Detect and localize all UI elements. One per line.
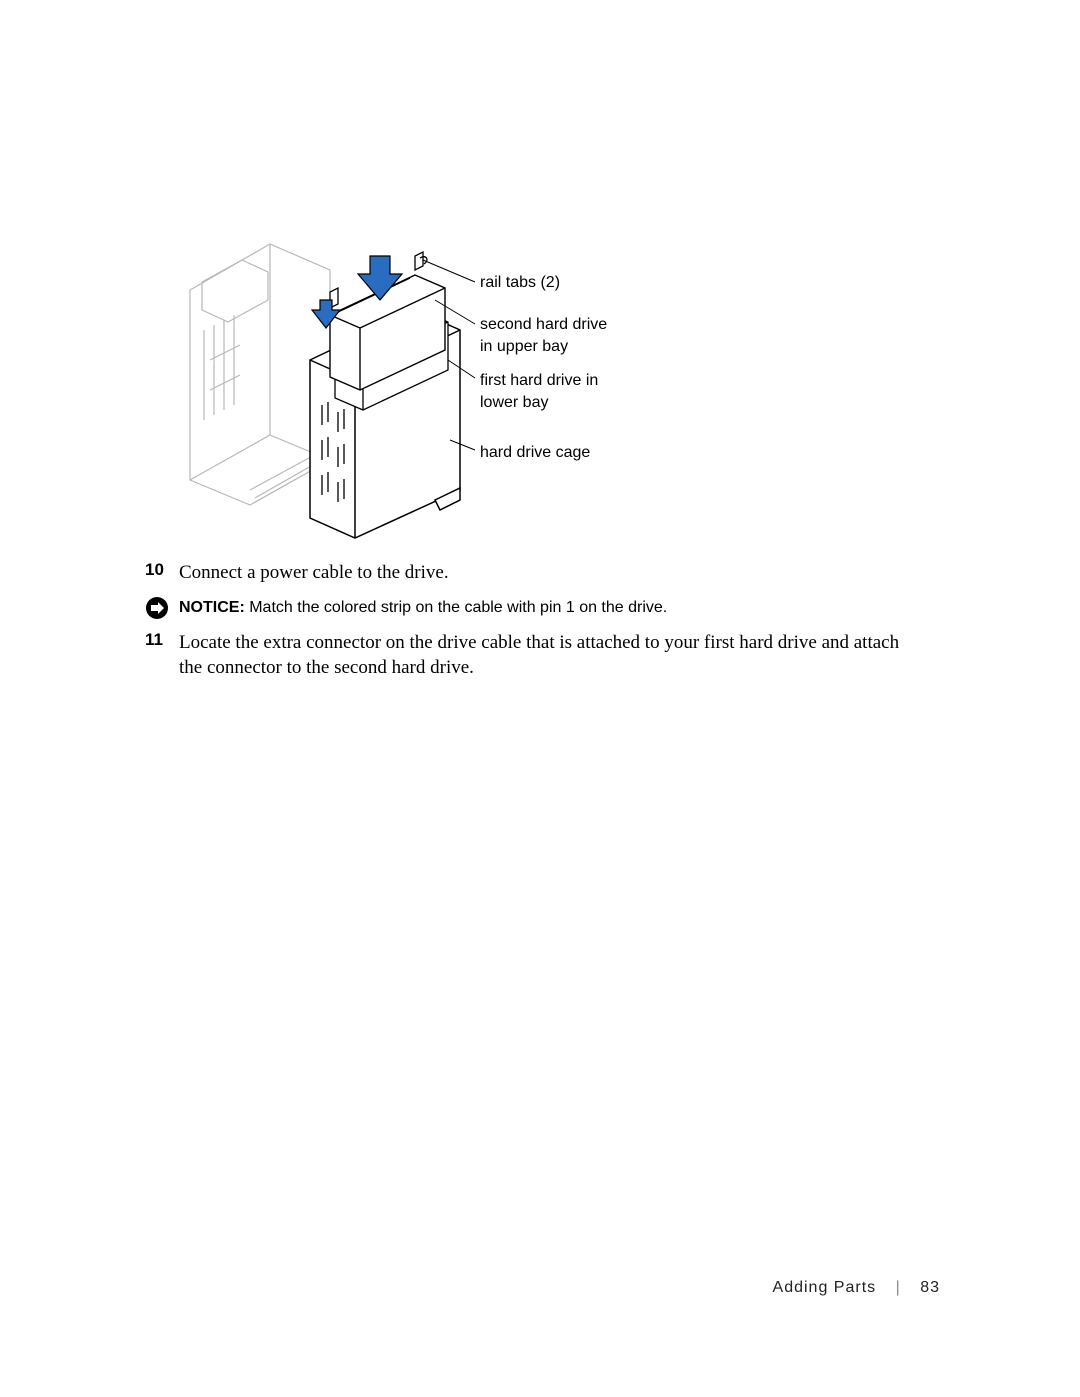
callout-line: in upper bay <box>480 338 568 355</box>
page-footer: Adding Parts | 83 <box>0 1279 1080 1297</box>
hard-drive-diagram <box>180 230 740 540</box>
notice-row: NOTICE: Match the colored strip on the c… <box>145 596 905 620</box>
callout-rail-tabs: rail tabs (2) <box>480 272 560 294</box>
callout-line: first hard drive in <box>480 372 598 389</box>
footer-separator: | <box>896 1279 901 1296</box>
callout-line: lower bay <box>480 394 548 411</box>
step-text: Locate the extra connector on the drive … <box>179 630 905 681</box>
page: rail tabs (2) second hard drive in upper… <box>0 0 1080 1397</box>
notice-body: Match the colored strip on the cable wit… <box>245 599 667 616</box>
step-list: 10 Connect a power cable to the drive. N… <box>145 560 905 691</box>
step-text: Connect a power cable to the drive. <box>179 560 449 586</box>
callout-first-drive: first hard drive in lower bay <box>480 370 598 413</box>
notice-arrow-icon <box>145 596 169 620</box>
callout-cage: hard drive cage <box>480 442 590 464</box>
footer-section: Adding Parts <box>773 1279 877 1296</box>
footer-page-number: 83 <box>920 1279 940 1296</box>
step-number: 10 <box>145 560 179 580</box>
step-11: 11 Locate the extra connector on the dri… <box>145 630 905 681</box>
diagram-container: rail tabs (2) second hard drive in upper… <box>180 230 740 540</box>
notice-text: NOTICE: Match the colored strip on the c… <box>179 599 667 617</box>
step-number: 11 <box>145 630 179 650</box>
step-10: 10 Connect a power cable to the drive. <box>145 560 905 586</box>
callout-line: second hard drive <box>480 316 607 333</box>
notice-label: NOTICE: <box>179 599 245 616</box>
callout-second-drive: second hard drive in upper bay <box>480 314 607 357</box>
